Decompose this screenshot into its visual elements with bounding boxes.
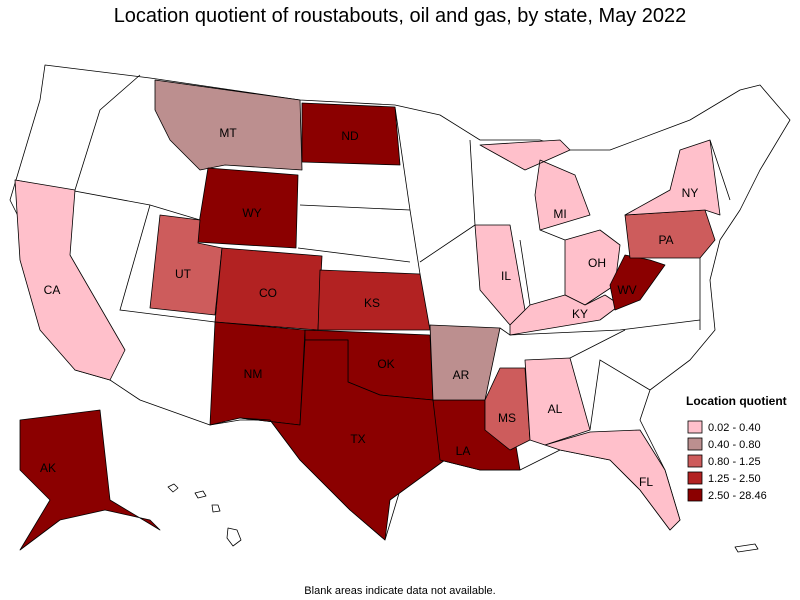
legend: Location quotient 0.02 - 0.40 0.40 - 0.80… (686, 394, 787, 502)
legend-swatch (687, 454, 703, 468)
legend-label: 2.50 - 28.46 (708, 490, 767, 502)
islands (167, 483, 759, 553)
legend-label: 1.25 - 2.50 (708, 473, 761, 485)
state-label: OH (588, 256, 606, 270)
state-label: WY (242, 206, 261, 220)
state (154, 79, 303, 171)
legend-label: 0.80 - 1.25 (708, 456, 761, 468)
state (195, 167, 299, 249)
footnote: Blank areas indicate data not available. (304, 585, 495, 597)
state-label: CO (259, 286, 277, 300)
state-label: NY (682, 186, 699, 200)
state-label: ND (341, 129, 359, 143)
state-label: TX (350, 432, 365, 446)
state (544, 429, 681, 531)
state (19, 409, 161, 551)
legend-swatch (687, 488, 703, 502)
state (14, 179, 126, 381)
state-label: CA (44, 283, 61, 297)
state-label: MT (219, 126, 237, 140)
state (484, 367, 531, 451)
state-label: WV (617, 283, 636, 297)
state (609, 254, 666, 311)
state-label: AL (548, 402, 563, 416)
state-label: KY (572, 307, 588, 321)
state-label: OK (377, 357, 394, 371)
state (479, 139, 591, 231)
legend-label: 0.02 - 0.40 (708, 422, 761, 434)
state-label: AK (40, 461, 56, 475)
state-label: PA (658, 233, 673, 247)
legend-swatch (687, 471, 703, 485)
state-label: KS (364, 296, 380, 310)
state (624, 139, 721, 216)
legend-swatch (687, 420, 703, 434)
legend-swatch (687, 437, 703, 451)
state (301, 102, 401, 166)
state-label: NM (244, 367, 263, 381)
state (524, 357, 591, 446)
state-label: AR (453, 368, 470, 382)
state-label: UT (175, 267, 192, 281)
states: MT ND WY UT CO KS NM OK TX LA AR MS AL FL IL MI OH KY WV PA… (14, 79, 721, 551)
state-label: MS (498, 411, 516, 425)
state-label: LA (456, 444, 471, 458)
legend-title: Location quotient (686, 394, 787, 408)
state (509, 294, 621, 336)
state-label: FL (639, 475, 653, 489)
legend-label: 0.40 - 0.80 (708, 439, 761, 451)
state-label: IL (501, 269, 511, 283)
map-title: Location quotient of roustabouts, oil an… (114, 5, 687, 27)
state (239, 339, 446, 541)
state-borders (14, 74, 731, 431)
state-label: MI (553, 207, 566, 221)
